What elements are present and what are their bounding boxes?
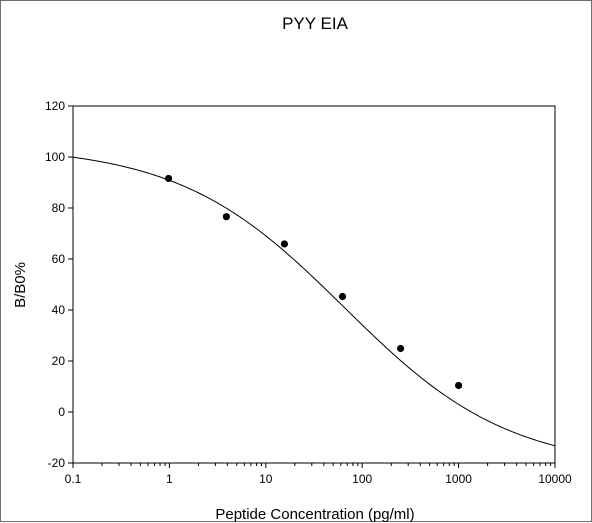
y-tick-label: 40 <box>52 303 66 317</box>
data-point <box>164 174 173 183</box>
plot-area <box>72 105 556 464</box>
x-axis-label: Peptide Concentration (pg/ml) <box>215 506 414 523</box>
data-point <box>396 344 405 353</box>
data-point <box>455 381 463 390</box>
y-tick-label: 80 <box>52 201 66 215</box>
x-tick-label: 1 <box>166 472 173 486</box>
data-point <box>280 240 289 248</box>
x-tick-label: 1000 <box>445 472 472 486</box>
data-point <box>222 213 230 221</box>
y-tick-label: 0 <box>58 405 65 419</box>
y-tick-label: 60 <box>52 252 66 266</box>
chart-title: PYY EIA <box>282 14 348 33</box>
y-tick-label: -20 <box>48 456 66 470</box>
x-tick-label: 0.1 <box>65 472 82 486</box>
data-points <box>164 174 463 390</box>
y-axis-label: B/B0% <box>12 262 29 308</box>
y-tick-label: 100 <box>45 150 65 164</box>
fit-curve-line <box>72 156 556 447</box>
x-tick-label: 10 <box>259 472 273 486</box>
y-tick-label: 120 <box>45 99 65 113</box>
y-tick-label: 20 <box>52 354 66 368</box>
axis-ticks: 0.1 1 10 100 1000 10000 -20 0 20 40 60 80 100 120 <box>45 99 572 486</box>
x-tick-label: 100 <box>352 472 372 486</box>
x-tick-label: 10000 <box>538 472 572 486</box>
data-point <box>338 292 347 301</box>
